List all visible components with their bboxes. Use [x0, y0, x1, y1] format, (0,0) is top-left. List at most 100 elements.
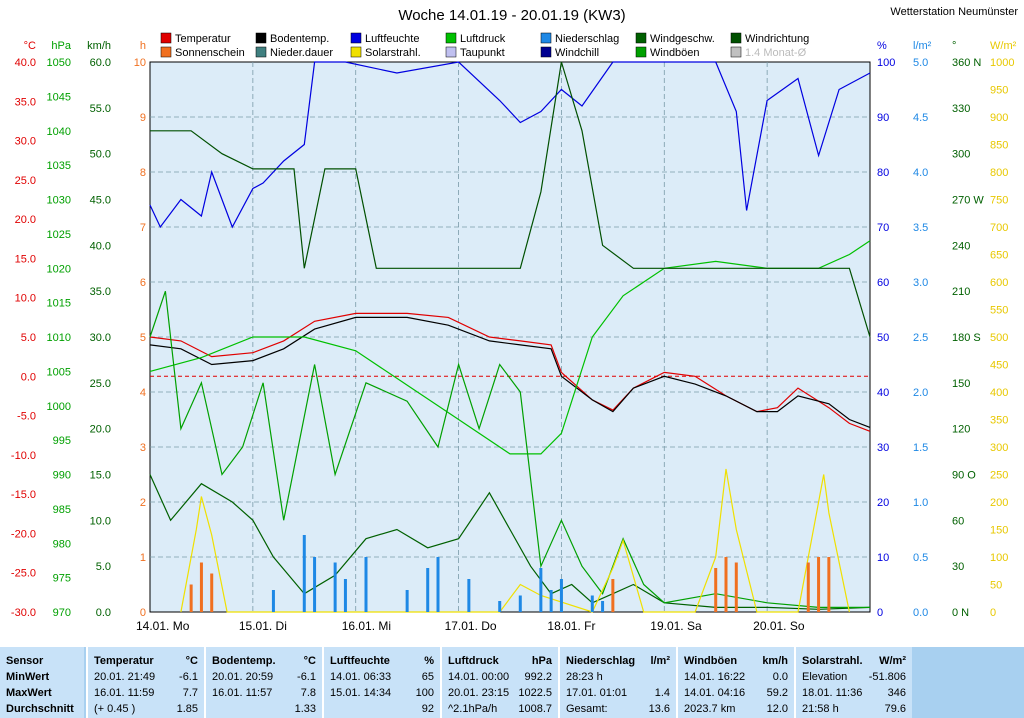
legend: Temperatur Bodentemp. Luftfeuchte Luftdruck…	[160, 32, 809, 59]
stats-col-luftdruck: Luftdruck hPa 14.01. 00:00 992.2 20.01. 23:1…	[440, 647, 558, 718]
stats-cell-row: 2023.7 km 12.0	[684, 703, 788, 715]
line-windb-en	[149, 291, 870, 609]
stats-cell-row: 21:58 h 79.6	[802, 703, 906, 715]
stats-label-sensor: Sensor	[6, 655, 44, 667]
deg-axis-tick: 30	[952, 561, 964, 573]
axes: 40.035.030.025.020.015.010.05.00.0-5.0-1…	[11, 40, 1017, 633]
deg-axis-tick: 330	[952, 103, 970, 115]
temp-axis-tick: 30.0	[15, 136, 36, 148]
kmh-axis-tick: 10.0	[90, 515, 111, 527]
day-label: 18.01. Fr	[547, 619, 595, 633]
bar-niederschlag	[343, 579, 347, 612]
rain-axis-tick: 5.0	[913, 57, 928, 69]
stats-cell-row: 92	[421, 703, 434, 715]
solar-axis-tick: 800	[990, 167, 1008, 179]
bar-sonnenschein	[611, 579, 615, 612]
pct-axis-tick: 10	[877, 552, 889, 564]
temp-axis-tick: 5.0	[21, 332, 36, 344]
bar-niederschlag	[405, 590, 409, 612]
pct-axis-tick: 30	[877, 442, 889, 454]
solar-axis-tick: 950	[990, 85, 1008, 97]
legend-swatch	[445, 32, 457, 44]
deg-axis-tick: 240	[952, 240, 970, 252]
legend-label: Luftfeuchte	[365, 33, 419, 45]
pct-axis-tick: 90	[877, 112, 889, 124]
rain-axis-tick: 2.0	[913, 387, 928, 399]
solar-axis-tick: 100	[990, 552, 1008, 564]
legend-swatch	[445, 46, 457, 58]
legend-label: Bodentemp.	[270, 33, 329, 45]
hpa-axis-tick: 1000	[47, 401, 71, 413]
hpa-axis-tick: 1005	[47, 366, 71, 378]
stats-row-labels: Sensor MinWert MaxWert Durchschnitt	[0, 647, 84, 718]
day-label: 17.01. Do	[445, 619, 497, 633]
pct-axis-unit: %	[877, 40, 887, 52]
solar-axis-tick: 250	[990, 470, 1008, 482]
hours-axis-tick: 5	[140, 332, 146, 344]
stats-cell-row: 15.01. 14:34 100	[330, 687, 434, 699]
solar-axis-tick: 350	[990, 415, 1008, 427]
bar-sonnenschein	[827, 557, 831, 612]
legend-label: 1.4 Monat-Ø	[745, 47, 807, 59]
hpa-axis-tick: 980	[53, 538, 71, 550]
hours-axis-tick: 1	[140, 552, 146, 564]
hpa-axis-tick: 990	[53, 470, 71, 482]
bar-sonnenschein	[806, 562, 810, 612]
bar-niederschlag	[364, 557, 368, 612]
stats-col-temperatur: Temperatur °C 20.01. 21:49 -6.1 16.01. 11:59…	[86, 647, 204, 718]
temp-axis-unit: °C	[24, 40, 36, 52]
legend-label: Windchill	[555, 47, 599, 59]
temp-axis-tick: 0.0	[21, 371, 36, 383]
rain-axis-unit: l/m²	[913, 40, 932, 52]
solar-axis-tick: 200	[990, 497, 1008, 509]
bar-niederschlag	[426, 568, 430, 612]
legend-label: Windgeschw.	[650, 33, 715, 45]
solar-axis-tick: 300	[990, 442, 1008, 454]
bar-sonnenschein	[210, 573, 214, 612]
deg-axis-tick: 120	[952, 424, 970, 436]
solar-axis-tick: 650	[990, 250, 1008, 262]
pct-axis-tick: 50	[877, 332, 889, 344]
temp-axis-tick: 35.0	[15, 96, 36, 108]
pct-axis-tick: 0	[877, 607, 883, 619]
solar-axis-tick: 700	[990, 222, 1008, 234]
legend-swatch	[160, 46, 172, 58]
legend-label: Solarstrahl.	[365, 47, 421, 59]
legend-label: Luftdruck	[460, 33, 506, 45]
rain-axis-tick: 1.0	[913, 497, 928, 509]
chart-title: Woche 14.01.19 - 20.01.19 (KW3)	[398, 7, 625, 24]
stats-col-header: Bodentemp. °C	[212, 655, 316, 667]
temp-axis-tick: 25.0	[15, 175, 36, 187]
bar-niederschlag	[313, 557, 317, 612]
bar-niederschlag	[498, 601, 502, 612]
deg-axis-unit: °	[952, 40, 956, 52]
stats-label-avg: Durchschnitt	[6, 703, 74, 715]
stats-col-header: Luftfeuchte%	[330, 655, 434, 667]
day-label: 14.01. Mo	[136, 619, 190, 633]
legend-swatch	[350, 32, 362, 44]
weather-chart: Woche 14.01.19 - 20.01.19 (KW3) Wetterst…	[10, 6, 1019, 633]
stats-cell-row: 14.01. 06:33 65	[330, 671, 434, 683]
legend-swatch	[540, 32, 552, 44]
stats-col-header: Niederschlag l/m²	[566, 655, 670, 667]
bar-sonnenschein	[817, 557, 821, 612]
hpa-axis-tick: 1010	[47, 332, 71, 344]
rain-axis-tick: 0.0	[913, 607, 928, 619]
solar-axis-tick: 550	[990, 305, 1008, 317]
day-label: 20.01. So	[753, 619, 805, 633]
stats-col-niederschlag: Niederschlag l/m² 28:23 h 17.01. 01:01 1.4 Ge…	[558, 647, 676, 718]
bar-niederschlag	[539, 568, 543, 612]
temp-axis-tick: -25.0	[11, 568, 36, 580]
legend-swatch	[255, 46, 267, 58]
legend-label: Windböen	[650, 47, 700, 59]
deg-axis-tick: 300	[952, 149, 970, 161]
solar-axis-tick: 150	[990, 525, 1008, 537]
solar-axis-tick: 600	[990, 277, 1008, 289]
stats-cell-row: 20.01. 20:59 -6.1	[212, 671, 316, 683]
legend-swatch	[730, 32, 742, 44]
kmh-axis-tick: 60.0	[90, 57, 111, 69]
hours-axis-tick: 9	[140, 112, 146, 124]
kmh-axis-tick: 0.0	[96, 607, 111, 619]
hours-axis-tick: 10	[134, 57, 146, 69]
solar-axis-tick: 50	[990, 580, 1002, 592]
